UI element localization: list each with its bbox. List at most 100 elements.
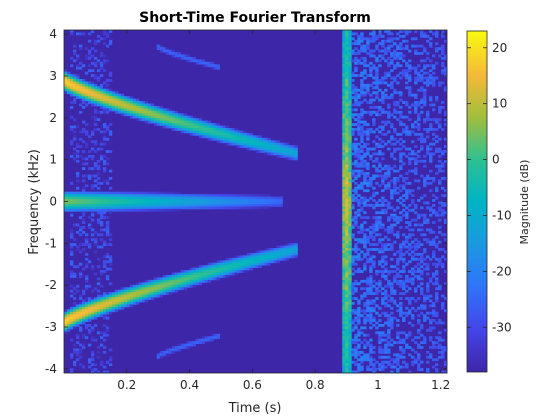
heatmap-cell [66,194,71,197]
heatmap-cell [114,194,119,197]
heatmap-cell [357,267,361,271]
heatmap-cell [429,277,433,281]
heatmap-cell [342,346,346,349]
heatmap-cell [102,142,107,146]
heatmap-cell [213,64,217,68]
heatmap-cell [420,196,424,200]
heatmap-cell [150,208,155,212]
heatmap-cell [444,203,448,207]
heatmap-cell [348,292,352,295]
heatmap-cell [342,179,346,183]
heatmap-cell [378,88,382,92]
heatmap-cell [270,150,274,153]
heatmap-cell [384,338,388,342]
heatmap-cell [243,145,247,148]
heatmap-cell [420,265,424,269]
heatmap-cell [264,147,268,151]
heatmap-cell [414,125,418,129]
heatmap-cell [429,128,433,131]
heatmap-cell [258,257,262,261]
heatmap-cell [105,301,110,305]
heatmap-cell [417,328,421,332]
heatmap-cell [147,292,152,295]
y-axis-label: Frequency (kHz) [27,149,42,255]
heatmap-cell [366,199,370,202]
heatmap-cell [390,343,394,347]
heatmap-cell [249,257,253,261]
heatmap-cell [81,189,86,193]
heatmap-cell [372,284,376,288]
heatmap-cell [90,338,95,342]
heatmap-cell [120,206,125,210]
heatmap-cell [402,152,406,156]
heatmap-cell [342,250,346,254]
heatmap-cell [378,174,382,178]
heatmap-cell [276,152,280,156]
heatmap-cell [432,211,436,215]
heatmap-cell [129,201,134,205]
heatmap-cell [423,91,427,95]
heatmap-cell [348,355,352,359]
heatmap-cell [141,191,146,195]
heatmap-cell [90,306,95,310]
heatmap-cell [423,257,427,261]
heatmap-cell [351,152,355,156]
heatmap-cell [64,79,68,82]
heatmap-cell [432,118,436,122]
heatmap-cell [351,235,355,239]
heatmap-cell [75,333,80,337]
heatmap-cell [168,279,173,283]
heatmap-cell [411,338,415,342]
heatmap-cell [180,287,185,291]
heatmap-cell [216,130,220,134]
heatmap-cell [204,206,209,210]
heatmap-cell [345,201,349,205]
heatmap-cell [369,284,373,288]
heatmap-cell [111,91,116,95]
heatmap-cell [96,181,101,185]
heatmap-cell [354,189,358,193]
heatmap-cell [216,333,220,337]
heatmap-cell [156,277,161,281]
heatmap-cell [438,105,442,109]
heatmap-cell [363,343,367,347]
heatmap-cell [351,32,355,36]
heatmap-cell [87,194,92,197]
heatmap-cell [216,132,220,136]
heatmap-cell [411,257,415,261]
heatmap-cell [93,203,98,207]
heatmap-cell [108,211,113,215]
heatmap-cell [222,203,226,207]
heatmap-cell [168,196,173,200]
heatmap-cell [417,314,421,318]
heatmap-cell [441,211,445,215]
heatmap-cell [126,103,131,107]
heatmap-cell [147,279,152,283]
heatmap-cell [411,360,415,364]
heatmap-cell [171,272,176,276]
heatmap-cell [114,105,119,109]
heatmap-cell [399,54,403,58]
heatmap-cell [231,206,235,210]
heatmap-cell [384,208,388,212]
heatmap-cell [375,152,379,156]
heatmap-cell [435,235,439,239]
heatmap-cell [423,248,427,251]
heatmap-cell [375,181,379,185]
heatmap-cell [357,194,361,197]
heatmap-cell [372,76,376,80]
heatmap-cell [399,115,403,119]
heatmap-cell [348,177,352,180]
heatmap-cell [348,326,352,330]
heatmap-cell [96,294,101,298]
heatmap-cell [402,233,406,237]
heatmap-cell [429,243,433,246]
heatmap-cell [372,174,376,178]
heatmap-cell [369,301,373,305]
heatmap-cell [87,201,92,205]
heatmap-cell [345,164,349,168]
heatmap-cell [435,282,439,286]
heatmap-cell [342,245,346,249]
heatmap-cell [222,267,226,271]
heatmap-cell [81,206,86,210]
